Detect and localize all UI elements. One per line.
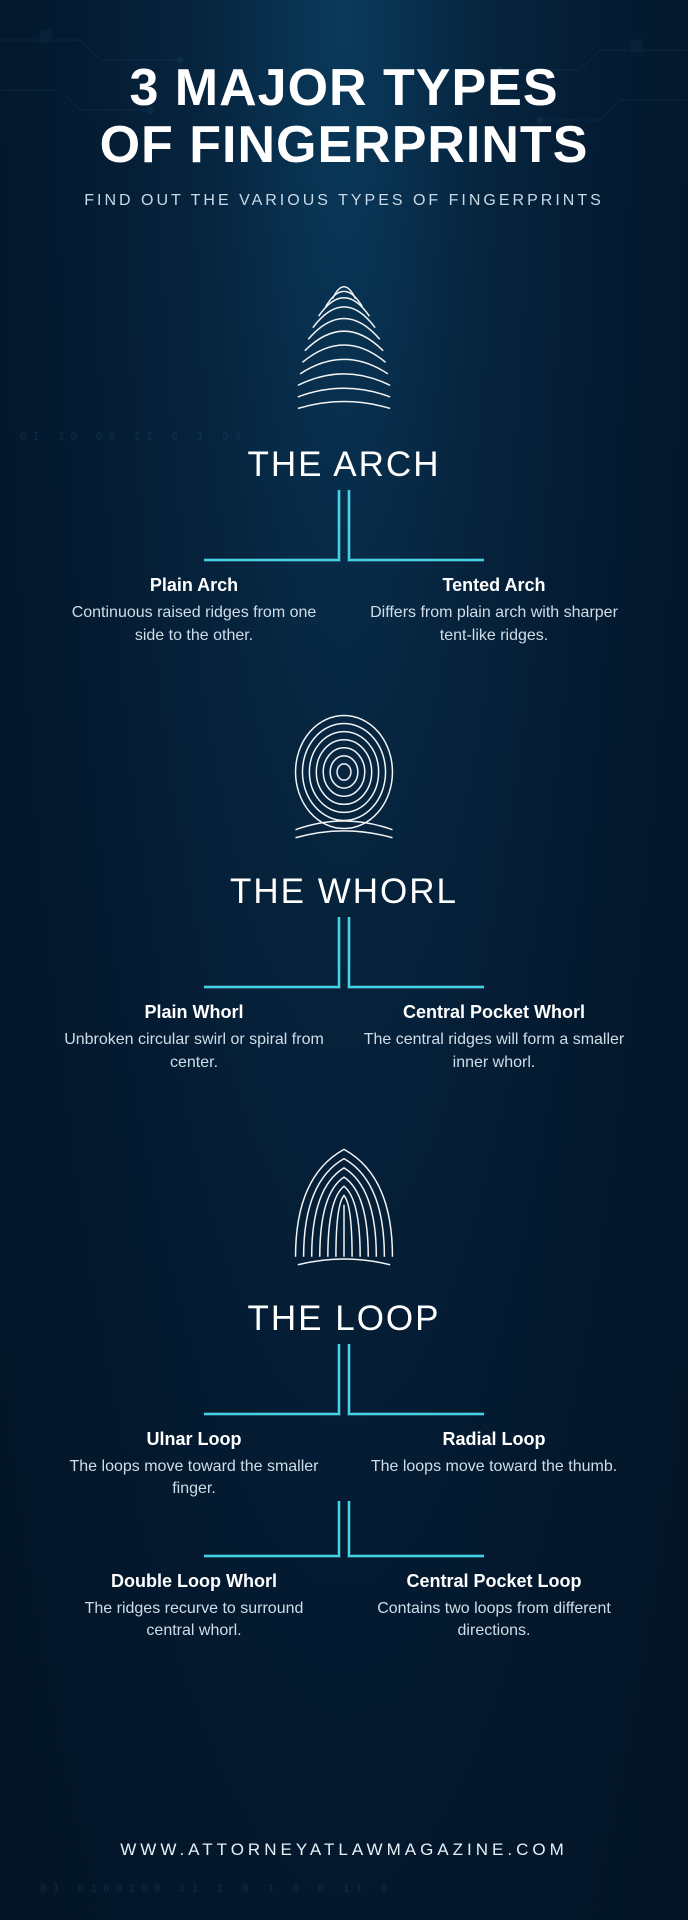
fingerprint-arch-icon (284, 270, 404, 420)
section-title-loop: THE LOOP (40, 1299, 648, 1339)
title-line-2: OF FINGERPRINTS (100, 116, 589, 174)
connector-whorl (40, 912, 648, 1002)
fingerprint-whorl-icon (284, 697, 404, 847)
branches-whorl: Plain Whorl Unbroken circular swirl or s… (40, 1002, 648, 1074)
connector-loop-top (40, 1339, 648, 1429)
main-title: 3 MAJOR TYPES OF FINGERPRINTS (40, 60, 648, 174)
branch-desc: Contains two loops from different direct… (359, 1598, 629, 1643)
binary-decoration: 01 0100100 11 1 0 1 0 0 11 0 (40, 1882, 393, 1895)
branch-central-pocket-loop: Central Pocket Loop Contains two loops f… (359, 1571, 629, 1643)
branch-desc: Continuous raised ridges from one side t… (59, 602, 329, 647)
section-arch: THE ARCH Plain Arch Continuous raised ri… (40, 270, 648, 647)
branch-title: Tented Arch (359, 575, 629, 596)
section-loop: THE LOOP Ulnar Loop The loops move towar… (40, 1124, 648, 1643)
fingerprint-loop-icon (284, 1124, 404, 1274)
branch-title: Double Loop Whorl (59, 1571, 329, 1592)
branch-desc: Differs from plain arch with sharper ten… (359, 602, 629, 647)
connector-arch (40, 485, 648, 575)
branch-tented-arch: Tented Arch Differs from plain arch with… (359, 575, 629, 647)
section-whorl: THE WHORL Plain Whorl Unbroken circular … (40, 697, 648, 1074)
branch-plain-arch: Plain Arch Continuous raised ridges from… (59, 575, 329, 647)
branch-central-pocket-whorl: Central Pocket Whorl The central ridges … (359, 1002, 629, 1074)
branch-title: Central Pocket Whorl (359, 1002, 629, 1023)
branches-loop-row2: Double Loop Whorl The ridges recurve to … (40, 1571, 648, 1643)
branch-double-loop-whorl: Double Loop Whorl The ridges recurve to … (59, 1571, 329, 1643)
branch-title: Ulnar Loop (59, 1429, 329, 1450)
branch-desc: The ridges recurve to surround central w… (59, 1598, 329, 1643)
section-title-whorl: THE WHORL (40, 872, 648, 912)
branch-desc: Unbroken circular swirl or spiral from c… (59, 1029, 329, 1074)
title-line-1: 3 MAJOR TYPES (129, 59, 558, 117)
branches-arch: Plain Arch Continuous raised ridges from… (40, 575, 648, 647)
branch-desc: The loops move toward the smaller finger… (59, 1456, 329, 1501)
branch-title: Radial Loop (359, 1429, 629, 1450)
branch-radial-loop: Radial Loop The loops move toward the th… (359, 1429, 629, 1501)
subtitle: FIND OUT THE VARIOUS TYPES OF FINGERPRIN… (40, 192, 648, 210)
branch-title: Central Pocket Loop (359, 1571, 629, 1592)
footer-url: WWW.ATTORNEYATLAWMAGAZINE.COM (0, 1840, 688, 1860)
branches-loop-row1: Ulnar Loop The loops move toward the sma… (40, 1429, 648, 1501)
branch-desc: The central ridges will form a smaller i… (359, 1029, 629, 1074)
branch-plain-whorl: Plain Whorl Unbroken circular swirl or s… (59, 1002, 329, 1074)
branch-ulnar-loop: Ulnar Loop The loops move toward the sma… (59, 1429, 329, 1501)
section-title-arch: THE ARCH (40, 445, 648, 485)
branch-desc: The loops move toward the thumb. (359, 1456, 629, 1478)
branch-title: Plain Arch (59, 575, 329, 596)
branch-title: Plain Whorl (59, 1002, 329, 1023)
connector-loop-bottom (40, 1501, 648, 1571)
